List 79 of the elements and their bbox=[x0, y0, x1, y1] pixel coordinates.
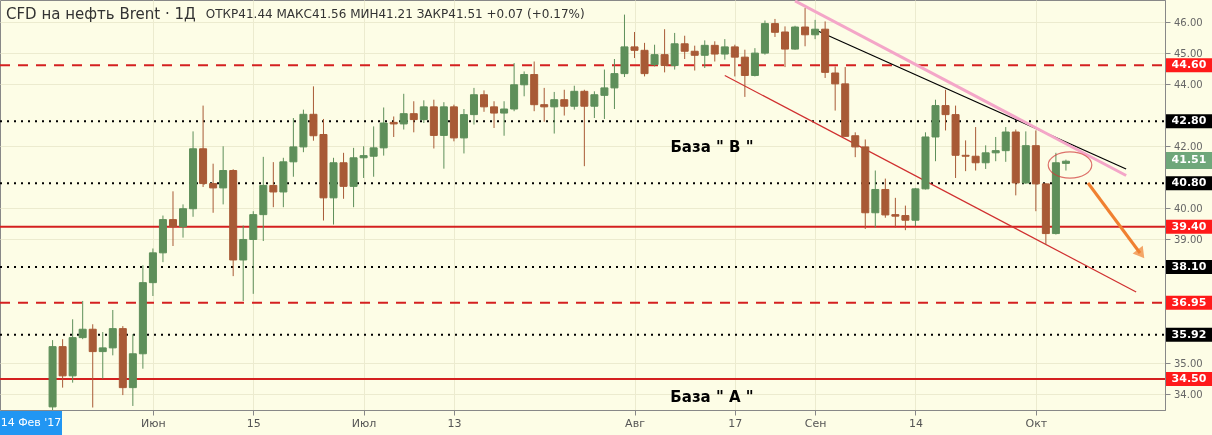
annotation: База " В " bbox=[670, 138, 754, 156]
candlestick bbox=[801, 7, 810, 47]
text: 41.51 bbox=[1171, 153, 1207, 166]
text: ОТКР41.44 МАКС41.56 МИН41.21 ЗАКР41.51 +0.07 (+0.17%) bbox=[205, 7, 585, 21]
candlestick bbox=[98, 331, 107, 380]
y-tick-label: 35.00 bbox=[1174, 358, 1203, 370]
candlestick bbox=[831, 65, 840, 112]
candlestick bbox=[871, 170, 880, 229]
candlestick bbox=[710, 40, 719, 62]
candlestick bbox=[269, 161, 278, 208]
ref-line-label: 40.80 bbox=[1171, 176, 1207, 190]
ref-line-label: 38.10 bbox=[1171, 260, 1207, 274]
ref-line-label: 44.60 bbox=[1171, 58, 1207, 72]
candlestick bbox=[239, 225, 248, 302]
candlestick bbox=[219, 145, 228, 205]
y-tick-label: 44.00 bbox=[1174, 78, 1203, 90]
candlestick bbox=[981, 144, 990, 170]
ref-line-label: 36.95 bbox=[1171, 295, 1207, 309]
x-tick-label: Июл bbox=[351, 416, 377, 430]
candlestick bbox=[1061, 159, 1070, 172]
candlestick bbox=[168, 190, 177, 247]
x-tick-label: Сен bbox=[804, 416, 827, 430]
candlestick bbox=[419, 99, 428, 124]
annotation: База " А " bbox=[670, 388, 754, 406]
x-tick-label: Окт bbox=[1025, 416, 1048, 430]
candlestick bbox=[88, 323, 97, 409]
candlestick bbox=[770, 18, 779, 38]
x-tick-label: 15 bbox=[246, 416, 261, 430]
candlestick bbox=[500, 100, 509, 137]
ref-line-label: 39.40 bbox=[1171, 219, 1207, 233]
candlestick bbox=[570, 85, 579, 111]
candlestick bbox=[750, 47, 759, 77]
candlestick bbox=[811, 19, 820, 40]
candlestick bbox=[660, 28, 669, 73]
candlestick bbox=[108, 309, 117, 356]
candlestick bbox=[580, 89, 589, 167]
y-tick-label: 34.00 bbox=[1174, 389, 1203, 401]
candlestick bbox=[78, 300, 87, 340]
candlestick bbox=[851, 131, 860, 158]
chart-title: CFD на нефть Brent · 1Д bbox=[6, 5, 196, 23]
x-tick-label: Июн bbox=[141, 416, 166, 430]
candlestick bbox=[700, 39, 709, 69]
ref-line-label: 34.50 bbox=[1171, 371, 1207, 385]
y-tick-label: 42.00 bbox=[1174, 140, 1203, 152]
candlestick bbox=[650, 44, 659, 67]
candlestick bbox=[209, 163, 218, 214]
candlestick bbox=[991, 136, 1000, 162]
candlestick bbox=[540, 87, 549, 123]
y-tick-label: 40.00 bbox=[1174, 203, 1203, 215]
y-tick-label: 46.00 bbox=[1174, 16, 1203, 28]
x-tick-label: 14 bbox=[908, 416, 923, 430]
ref-line-label: 35.92 bbox=[1171, 327, 1207, 341]
candlestick bbox=[179, 203, 188, 239]
candlestick bbox=[469, 87, 478, 126]
y-tick-label: 39.00 bbox=[1174, 234, 1203, 246]
ref-line-label: 42.80 bbox=[1171, 114, 1207, 128]
candlestick bbox=[1001, 126, 1010, 163]
candlestick bbox=[670, 32, 679, 71]
text: 14 Фев '17 bbox=[0, 416, 62, 429]
candlestick bbox=[459, 108, 468, 154]
candlestick bbox=[690, 45, 699, 72]
x-tick-label: 13 bbox=[447, 416, 462, 430]
candlestick bbox=[480, 89, 489, 113]
y-tick-label: 45.00 bbox=[1174, 47, 1203, 59]
candlestick bbox=[399, 93, 408, 131]
candlestick bbox=[730, 44, 739, 77]
x-tick-label: Авг bbox=[625, 416, 646, 430]
candlestick bbox=[680, 35, 689, 60]
candlestick bbox=[781, 25, 790, 68]
candlestick bbox=[550, 91, 559, 135]
candlestick bbox=[339, 152, 348, 200]
x-tick-label: 17 bbox=[728, 416, 743, 430]
candlestick bbox=[490, 100, 499, 129]
candlestick bbox=[389, 115, 398, 138]
candlestick bbox=[560, 89, 569, 117]
candlestick bbox=[409, 100, 418, 133]
candlestick bbox=[520, 70, 529, 97]
candlestick bbox=[720, 38, 729, 61]
candlestick bbox=[740, 49, 749, 98]
